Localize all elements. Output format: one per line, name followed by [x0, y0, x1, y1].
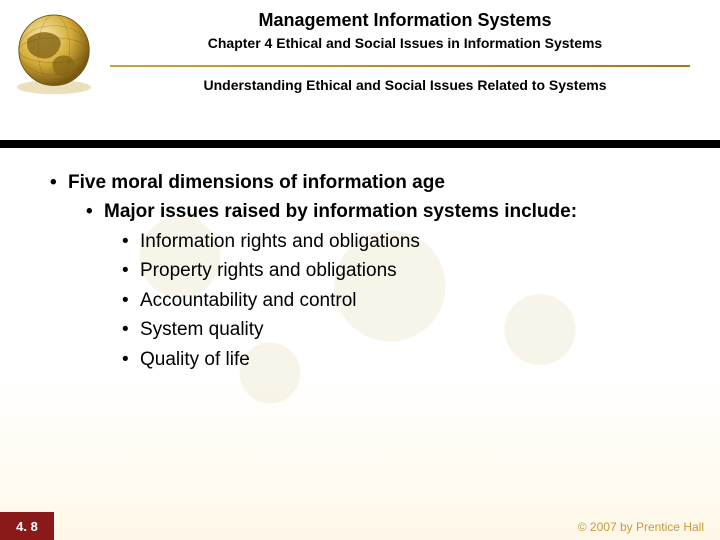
bullet-dot: •: [122, 345, 140, 374]
copyright: © 2007 by Prentice Hall: [578, 520, 704, 534]
bullet-level3: •Property rights and obligations: [122, 256, 680, 285]
bullet-dot: •: [122, 286, 140, 315]
bullet-dot: •: [86, 197, 104, 226]
bullet-dot: •: [122, 227, 140, 256]
chapter-title: Chapter 4 Ethical and Social Issues in I…: [110, 35, 700, 51]
bullet-text: Information rights and obligations: [140, 231, 420, 252]
bullet-text: Accountability and control: [140, 290, 357, 311]
slide: Management Information Systems Chapter 4…: [0, 0, 720, 540]
slide-header: Management Information Systems Chapter 4…: [0, 0, 720, 108]
page-number: 4. 8: [16, 519, 38, 534]
bullet-level3: •Accountability and control: [122, 286, 680, 315]
bullet-level3: •Information rights and obligations: [122, 227, 680, 256]
section-subtitle: Understanding Ethical and Social Issues …: [110, 77, 700, 93]
bullet-dot: •: [122, 315, 140, 344]
bullet-dot: •: [122, 256, 140, 285]
globe-icon: [10, 8, 98, 96]
bullet-text: System quality: [140, 319, 264, 340]
bullet-text: Quality of life: [140, 349, 250, 370]
bullet-dot: •: [50, 168, 68, 197]
course-title: Management Information Systems: [110, 10, 700, 31]
page-number-badge: 4. 8: [0, 512, 54, 540]
bullet-text: Property rights and obligations: [140, 260, 397, 281]
bullet-level1: •Five moral dimensions of information ag…: [50, 168, 680, 197]
slide-body: •Five moral dimensions of information ag…: [50, 168, 680, 374]
divider-black: [0, 140, 720, 148]
bullet-text: Major issues raised by information syste…: [104, 201, 577, 222]
bullet-level2: •Major issues raised by information syst…: [86, 197, 680, 226]
bullet-level3: •System quality: [122, 315, 680, 344]
divider-gold: [110, 65, 690, 67]
bullet-level3: •Quality of life: [122, 345, 680, 374]
bullet-text: Five moral dimensions of information age: [68, 172, 445, 193]
